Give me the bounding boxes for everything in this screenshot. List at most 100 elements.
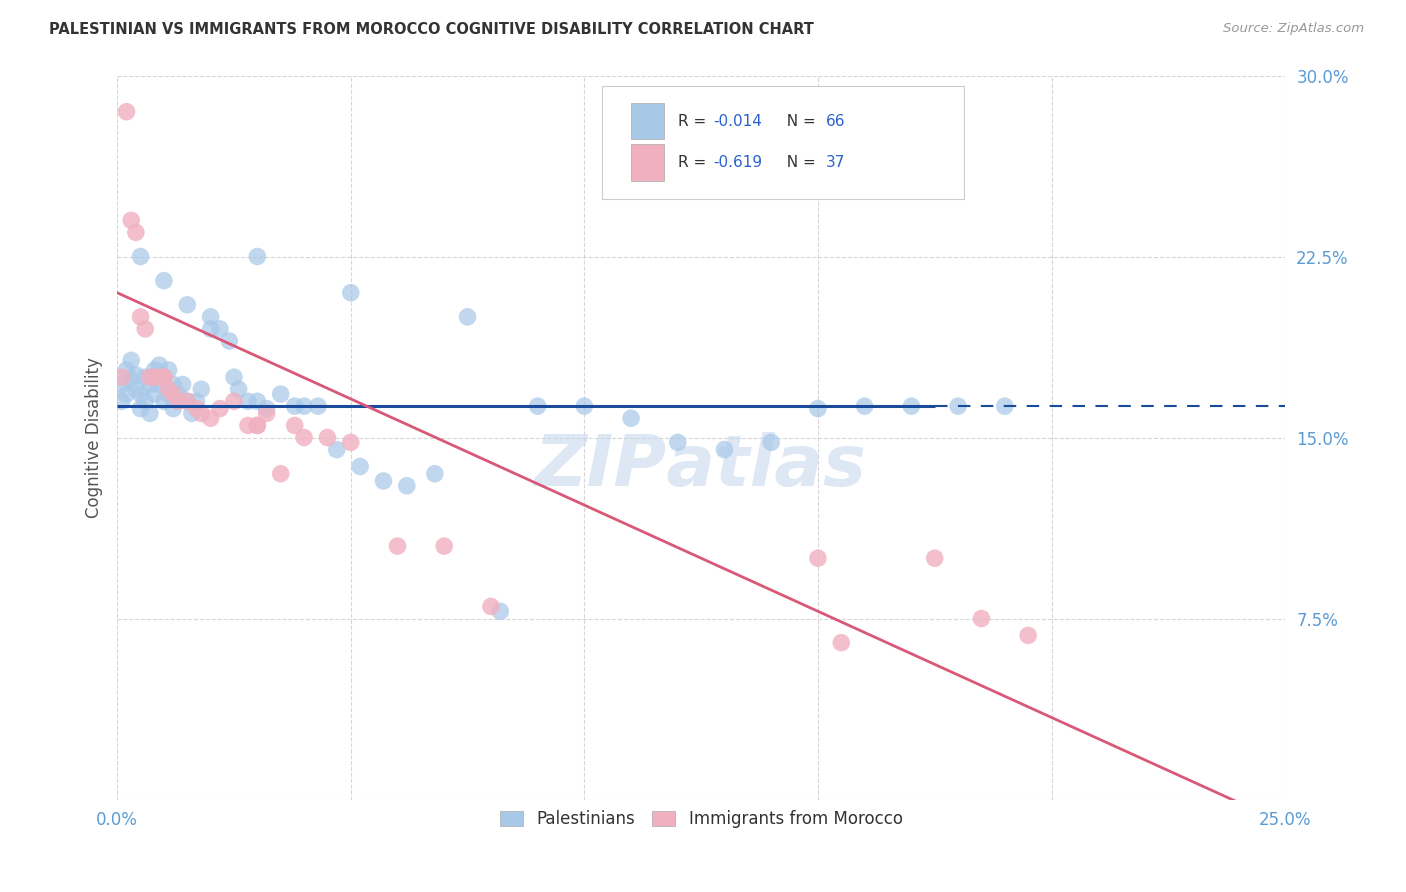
Point (307, 399, 329, 413)
Point (186, 394, 208, 409)
Point (162, 387, 184, 401)
Point (143, 387, 166, 401)
Point (270, 387, 292, 401)
Point (208, 322, 231, 336)
Point (326, 442, 349, 457)
Point (218, 334, 240, 348)
Point (395, 479, 418, 493)
Point (139, 406, 162, 420)
Point (125, 382, 148, 396)
Point (292, 399, 315, 413)
Point (526, 399, 548, 413)
Point (190, 406, 212, 420)
Point (270, 467, 292, 481)
Point (479, 599, 502, 614)
Point (339, 435, 361, 450)
Point (924, 551, 946, 566)
Y-axis label: Cognitive Disability: Cognitive Disability (86, 357, 103, 518)
Point (134, 394, 156, 409)
Point (292, 430, 315, 444)
Point (167, 387, 190, 401)
Legend: Palestinians, Immigrants from Morocco: Palestinians, Immigrants from Morocco (494, 804, 910, 835)
Text: Source: ZipAtlas.com: Source: ZipAtlas.com (1223, 22, 1364, 36)
Point (349, 459, 371, 474)
Point (111, 377, 134, 392)
Text: 66: 66 (827, 113, 845, 128)
Point (946, 399, 969, 413)
Point (853, 399, 876, 413)
Text: -0.014: -0.014 (713, 113, 762, 128)
Point (316, 430, 339, 444)
Point (236, 394, 259, 409)
Point (129, 401, 152, 416)
Point (200, 322, 222, 336)
Point (186, 401, 208, 416)
Text: N =: N = (778, 113, 821, 128)
Point (134, 370, 156, 384)
Point (970, 611, 993, 625)
Point (236, 418, 259, 433)
Point (129, 310, 152, 324)
Point (153, 370, 176, 384)
Point (143, 370, 166, 384)
Point (433, 539, 456, 553)
FancyBboxPatch shape (602, 87, 965, 199)
Point (125, 226, 148, 240)
Point (148, 358, 170, 372)
Point (125, 368, 148, 382)
Point (176, 394, 198, 409)
Point (620, 411, 643, 425)
Point (256, 406, 278, 420)
Point (167, 394, 190, 409)
Point (830, 635, 852, 649)
Point (115, 387, 138, 401)
Point (246, 250, 269, 264)
Point (157, 382, 180, 396)
Point (284, 399, 307, 413)
Point (246, 394, 269, 409)
Text: ZIP​atlas: ZIP​atlas (536, 432, 868, 501)
Point (139, 370, 162, 384)
Point (162, 377, 184, 392)
Point (139, 377, 162, 392)
FancyBboxPatch shape (631, 103, 664, 139)
Point (190, 382, 212, 396)
Text: R =: R = (678, 155, 711, 169)
Point (284, 418, 307, 433)
Point (153, 394, 176, 409)
Point (181, 406, 204, 420)
Point (111, 394, 134, 409)
Point (489, 604, 512, 618)
FancyBboxPatch shape (631, 145, 664, 180)
Point (339, 285, 361, 300)
Text: R =: R = (678, 113, 711, 128)
Point (134, 322, 156, 336)
Point (666, 435, 689, 450)
Point (120, 213, 142, 227)
Point (900, 399, 922, 413)
Point (373, 474, 395, 488)
Point (222, 370, 245, 384)
Text: 37: 37 (827, 155, 845, 169)
Point (153, 370, 176, 384)
Point (574, 399, 596, 413)
Point (200, 411, 222, 425)
Point (200, 310, 222, 324)
Point (228, 382, 250, 396)
Point (761, 435, 783, 450)
Point (153, 370, 176, 384)
Point (387, 539, 409, 553)
Point (162, 401, 184, 416)
Point (994, 399, 1017, 413)
Point (153, 274, 176, 288)
Point (115, 363, 138, 377)
Point (111, 370, 134, 384)
Point (807, 551, 830, 566)
Point (148, 370, 170, 384)
Point (1017, 628, 1039, 642)
Point (256, 401, 278, 416)
Point (222, 394, 245, 409)
Point (143, 363, 166, 377)
Point (129, 387, 152, 401)
Point (457, 310, 479, 324)
